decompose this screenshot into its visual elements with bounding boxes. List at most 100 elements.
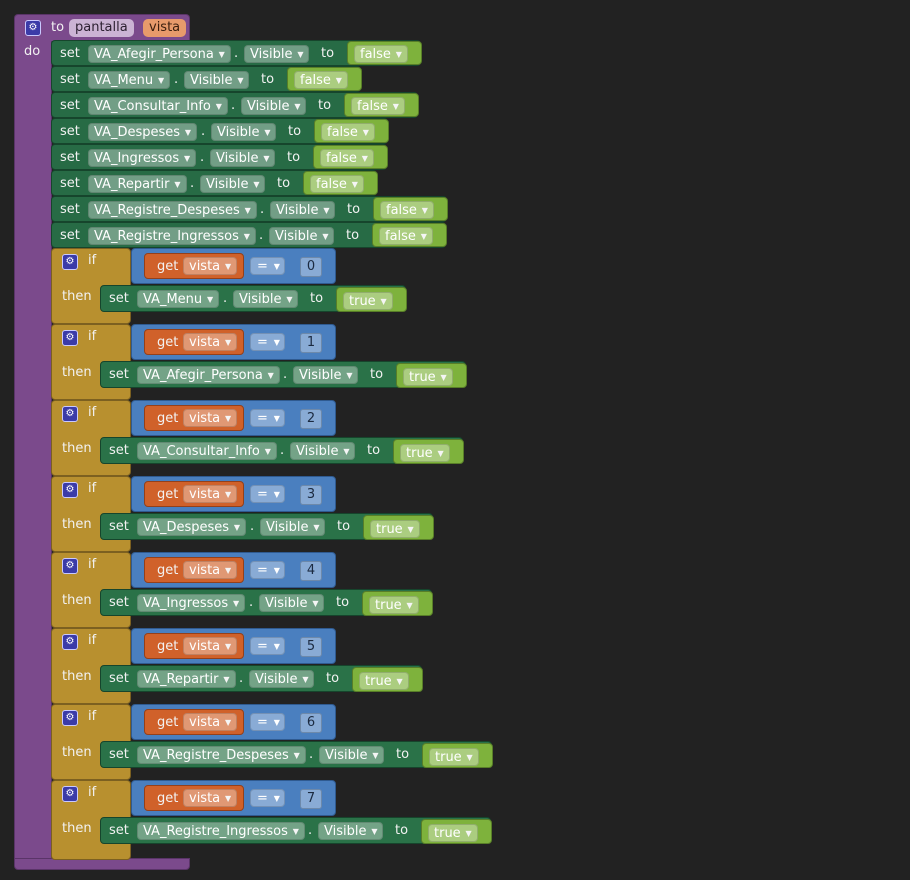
compare-block[interactable]: get vista ▼ = ▼ 4 (131, 552, 336, 588)
chevron-down-icon[interactable]: ▼ (343, 447, 350, 456)
boolean-dropdown[interactable]: true ▼ (429, 747, 479, 766)
chevron-down-icon[interactable]: ▼ (225, 338, 232, 347)
variable-dropdown[interactable]: vista ▼ (183, 409, 238, 427)
gear-icon[interactable]: ⚙ (62, 558, 78, 574)
set-property-block[interactable]: set VA_Afegir_Persona ▼. Visible ▼ to false ▼ (51, 40, 422, 66)
number-field[interactable]: 1 (300, 333, 322, 353)
component-dropdown[interactable]: VA_Repartir ▼ (137, 670, 236, 688)
compare-block[interactable]: get vista ▼ = ▼ 5 (131, 628, 336, 664)
chevron-down-icon[interactable]: ▼ (335, 76, 342, 85)
operator-dropdown[interactable]: = ▼ (250, 637, 285, 655)
compare-block[interactable]: get vista ▼ = ▼ 3 (131, 476, 336, 512)
boolean-block[interactable]: true ▼ (336, 287, 407, 312)
property-dropdown[interactable]: Visible ▼ (184, 71, 250, 89)
boolean-block[interactable]: true ▼ (362, 591, 433, 616)
boolean-block[interactable]: true ▼ (352, 667, 423, 692)
boolean-dropdown[interactable]: true ▼ (343, 291, 393, 310)
gear-icon[interactable]: ⚙ (62, 406, 78, 422)
boolean-block[interactable]: true ▼ (393, 439, 464, 464)
compare-block[interactable]: get vista ▼ = ▼ 1 (131, 324, 336, 360)
component-dropdown[interactable]: VA_Repartir ▼ (88, 175, 187, 193)
boolean-dropdown[interactable]: true ▼ (369, 595, 419, 614)
chevron-down-icon[interactable]: ▼ (263, 154, 270, 163)
variable-dropdown[interactable]: vista ▼ (183, 561, 238, 579)
chevron-down-icon[interactable]: ▼ (225, 566, 232, 575)
set-property-block[interactable]: set VA_Ingressos ▼. Visible ▼ to false ▼ (51, 144, 388, 170)
chevron-down-icon[interactable]: ▼ (392, 102, 399, 111)
chevron-down-icon[interactable]: ▼ (273, 414, 280, 423)
chevron-down-icon[interactable]: ▼ (302, 675, 309, 684)
set-property-block[interactable]: set VA_Registre_Ingressos ▼. Visible ▼ to fals… (51, 222, 447, 248)
chevron-down-icon[interactable]: ▼ (158, 76, 165, 85)
chevron-down-icon[interactable]: ▼ (273, 262, 280, 271)
boolean-block[interactable]: false ▼ (344, 93, 419, 117)
chevron-down-icon[interactable]: ▼ (420, 232, 427, 241)
variable-dropdown[interactable]: vista ▼ (183, 789, 238, 807)
chevron-down-icon[interactable]: ▼ (225, 262, 232, 271)
property-dropdown[interactable]: Visible ▼ (270, 201, 336, 219)
number-field[interactable]: 6 (300, 713, 322, 733)
chevron-down-icon[interactable]: ▼ (407, 524, 414, 534)
set-property-block[interactable]: set VA_Afegir_Persona ▼. Visible ▼ to true ▼ (100, 361, 467, 388)
component-dropdown[interactable]: VA_Despeses ▼ (137, 518, 247, 536)
boolean-dropdown[interactable]: true ▼ (403, 367, 453, 386)
gear-icon[interactable]: ⚙ (25, 20, 41, 36)
get-variable-block[interactable]: get vista ▼ (144, 785, 244, 811)
set-property-block[interactable]: set VA_Registre_Despeses ▼. Visible ▼ to false… (51, 196, 448, 222)
number-field[interactable]: 5 (300, 637, 322, 657)
property-dropdown[interactable]: Visible ▼ (260, 518, 326, 536)
set-property-block[interactable]: set VA_Repartir ▼. Visible ▼ to false ▼ (51, 170, 378, 196)
component-dropdown[interactable]: VA_Afegir_Persona ▼ (88, 45, 231, 63)
property-dropdown[interactable]: Visible ▼ (244, 45, 310, 63)
boolean-dropdown[interactable]: true ▼ (428, 823, 478, 842)
chevron-down-icon[interactable]: ▼ (267, 371, 274, 380)
chevron-down-icon[interactable]: ▼ (273, 490, 280, 499)
chevron-down-icon[interactable]: ▼ (466, 752, 473, 762)
chevron-down-icon[interactable]: ▼ (361, 154, 368, 163)
chevron-down-icon[interactable]: ▼ (322, 232, 329, 241)
component-dropdown[interactable]: VA_Registre_Ingressos ▼ (137, 822, 305, 840)
operator-dropdown[interactable]: = ▼ (250, 333, 285, 351)
boolean-dropdown[interactable]: true ▼ (400, 443, 450, 462)
compare-block[interactable]: get vista ▼ = ▼ 2 (131, 400, 336, 436)
chevron-down-icon[interactable]: ▼ (362, 128, 369, 137)
get-variable-block[interactable]: get vista ▼ (144, 481, 244, 507)
operator-dropdown[interactable]: = ▼ (250, 257, 285, 275)
property-dropdown[interactable]: Visible ▼ (259, 594, 325, 612)
boolean-dropdown[interactable]: true ▼ (370, 519, 420, 538)
chevron-down-icon[interactable]: ▼ (346, 371, 353, 380)
chevron-down-icon[interactable]: ▼ (372, 751, 379, 760)
compare-block[interactable]: get vista ▼ = ▼ 0 (131, 248, 336, 284)
variable-dropdown[interactable]: vista ▼ (183, 485, 238, 503)
get-variable-block[interactable]: get vista ▼ (144, 253, 244, 279)
chevron-down-icon[interactable]: ▼ (421, 206, 428, 215)
chevron-down-icon[interactable]: ▼ (225, 414, 232, 423)
chevron-down-icon[interactable]: ▼ (313, 523, 320, 532)
property-dropdown[interactable]: Visible ▼ (318, 822, 384, 840)
component-dropdown[interactable]: VA_Despeses ▼ (88, 123, 198, 141)
chevron-down-icon[interactable]: ▼ (232, 599, 240, 608)
component-dropdown[interactable]: VA_Consultar_Info ▼ (88, 97, 228, 115)
component-dropdown[interactable]: VA_Registre_Despeses ▼ (88, 201, 257, 219)
number-field[interactable]: 7 (300, 789, 322, 809)
chevron-down-icon[interactable]: ▼ (264, 128, 271, 137)
chevron-down-icon[interactable]: ▼ (396, 676, 403, 686)
chevron-down-icon[interactable]: ▼ (380, 296, 387, 306)
chevron-down-icon[interactable]: ▼ (273, 566, 280, 575)
chevron-down-icon[interactable]: ▼ (243, 232, 250, 241)
number-field[interactable]: 4 (300, 561, 322, 581)
set-property-block[interactable]: set VA_Registre_Ingressos ▼. Visible ▼ to true… (100, 817, 492, 844)
chevron-down-icon[interactable]: ▼ (395, 50, 402, 59)
boolean-dropdown[interactable]: false ▼ (321, 123, 375, 141)
property-dropdown[interactable]: Visible ▼ (200, 175, 266, 193)
gear-icon[interactable]: ⚙ (62, 634, 78, 650)
boolean-block[interactable]: true ▼ (421, 819, 492, 844)
chevron-down-icon[interactable]: ▼ (465, 828, 472, 838)
boolean-dropdown[interactable]: false ▼ (380, 201, 434, 219)
variable-dropdown[interactable]: vista ▼ (183, 257, 238, 275)
boolean-block[interactable]: true ▼ (396, 363, 467, 388)
set-property-block[interactable]: set VA_Consultar_Info ▼. Visible ▼ to false ▼ (51, 92, 419, 118)
boolean-block[interactable]: false ▼ (347, 41, 422, 65)
operator-dropdown[interactable]: = ▼ (250, 713, 285, 731)
set-property-block[interactable]: set VA_Consultar_Info ▼. Visible ▼ to true ▼ (100, 437, 464, 464)
